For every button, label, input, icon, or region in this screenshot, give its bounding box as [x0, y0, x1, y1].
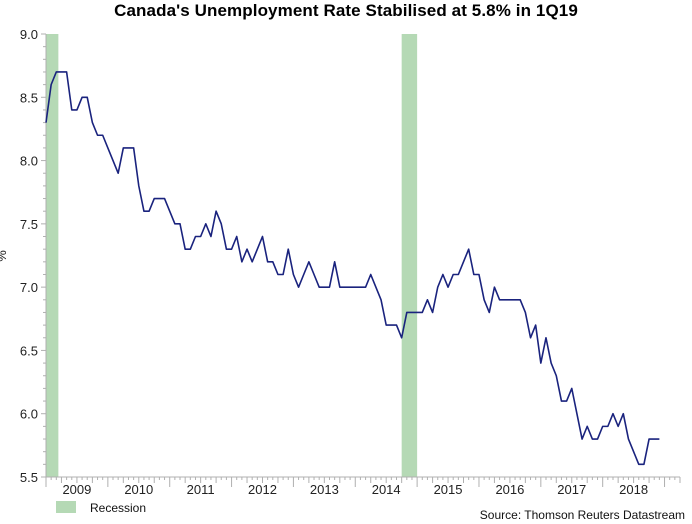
x-tick-label: 2012: [248, 482, 277, 497]
chart-title: Canada's Unemployment Rate Stabilised at…: [114, 1, 578, 20]
y-tick-label: 8.5: [20, 90, 38, 105]
y-tick-label: 7.5: [20, 217, 38, 232]
y-tick-label: 6.5: [20, 343, 38, 358]
recession-band-2: [401, 34, 418, 477]
x-tick-label: 2018: [619, 482, 648, 497]
x-tick-label: 2016: [495, 482, 524, 497]
x-tick-label: 2017: [557, 482, 586, 497]
y-tick-label: 6.0: [20, 407, 38, 422]
recession-band-1: [46, 34, 59, 477]
recession-bands: [46, 34, 418, 477]
y-tick-label: 5.5: [20, 470, 38, 485]
x-tick-label: 2015: [434, 482, 463, 497]
y-axis-label: %: [0, 250, 9, 262]
y-tick-label: 7.0: [20, 280, 38, 295]
source-note: Source: Thomson Reuters Datastream: [480, 508, 685, 522]
unemployment-rate-line: [45, 71, 660, 466]
x-tick-label: 2010: [124, 482, 153, 497]
y-tick-label: 8.0: [20, 154, 38, 169]
legend-recession-swatch: [56, 501, 76, 513]
x-tick-label: 2013: [310, 482, 339, 497]
x-tick-label: 2011: [187, 482, 215, 497]
y-axis-ticks: 5.5 6.0 6.5 7.0 7.5 8.0 8.5 9.0: [20, 27, 46, 485]
x-tick-label: 2014: [372, 482, 401, 497]
y-tick-label: 9.0: [20, 27, 38, 42]
axes: [45, 34, 680, 478]
x-axis-ticks: 2009 2010 2011 2012 2013 2014 2015 2016 2017 2018: [45, 477, 681, 497]
legend-recession-label: Recession: [90, 501, 146, 515]
x-tick-label: 2009: [62, 482, 91, 497]
